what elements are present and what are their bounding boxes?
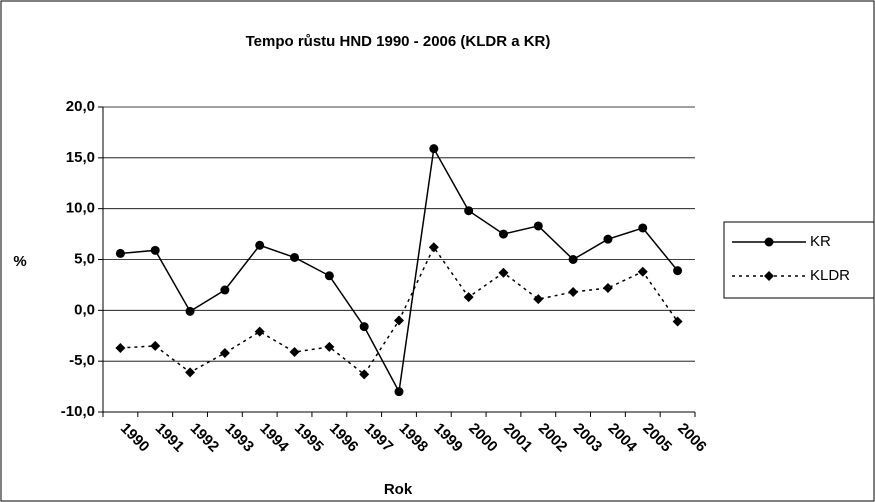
y-tick-label: 15,0 [66, 149, 95, 166]
legend-label: KLDR [810, 267, 850, 284]
point [324, 341, 335, 352]
y-tick-label: 0,0 [74, 301, 95, 318]
point [673, 266, 683, 276]
point [115, 342, 126, 353]
point [324, 271, 334, 281]
point [672, 316, 683, 327]
y-tick-label: 5,0 [74, 250, 95, 267]
point [359, 322, 369, 332]
y-tick-label: -10,0 [61, 403, 95, 420]
legend-box [723, 221, 875, 299]
point [638, 223, 648, 233]
point [463, 292, 474, 303]
legend-marker [764, 271, 774, 281]
point [429, 144, 439, 154]
point [394, 315, 404, 326]
point [289, 347, 300, 358]
legend-marker [764, 237, 774, 247]
legend-label: KR [810, 233, 831, 250]
point [115, 248, 125, 258]
point [428, 242, 439, 253]
x-axis-label: Rok [384, 481, 413, 498]
point [359, 369, 370, 380]
point [290, 252, 300, 262]
point [498, 267, 509, 278]
point [568, 287, 579, 298]
point [185, 367, 196, 378]
point [602, 282, 613, 293]
point [255, 240, 265, 250]
point [185, 306, 195, 316]
y-tick-label: -5,0 [69, 352, 95, 369]
point [533, 221, 543, 231]
point [220, 285, 230, 295]
point [568, 255, 578, 264]
y-tick-label: 20,0 [66, 98, 95, 115]
point [533, 294, 544, 305]
point [603, 234, 613, 244]
point [498, 229, 508, 239]
y-axis-label: % [13, 253, 26, 270]
y-tick-label: 10,0 [66, 200, 95, 217]
point [637, 266, 648, 277]
point [254, 326, 265, 337]
point [219, 348, 230, 359]
point [150, 245, 160, 255]
point [394, 387, 404, 397]
point [150, 340, 161, 351]
point [464, 206, 474, 216]
chart-title: Tempo růstu HND 1990 - 2006 (KLDR a KR) [246, 33, 551, 50]
